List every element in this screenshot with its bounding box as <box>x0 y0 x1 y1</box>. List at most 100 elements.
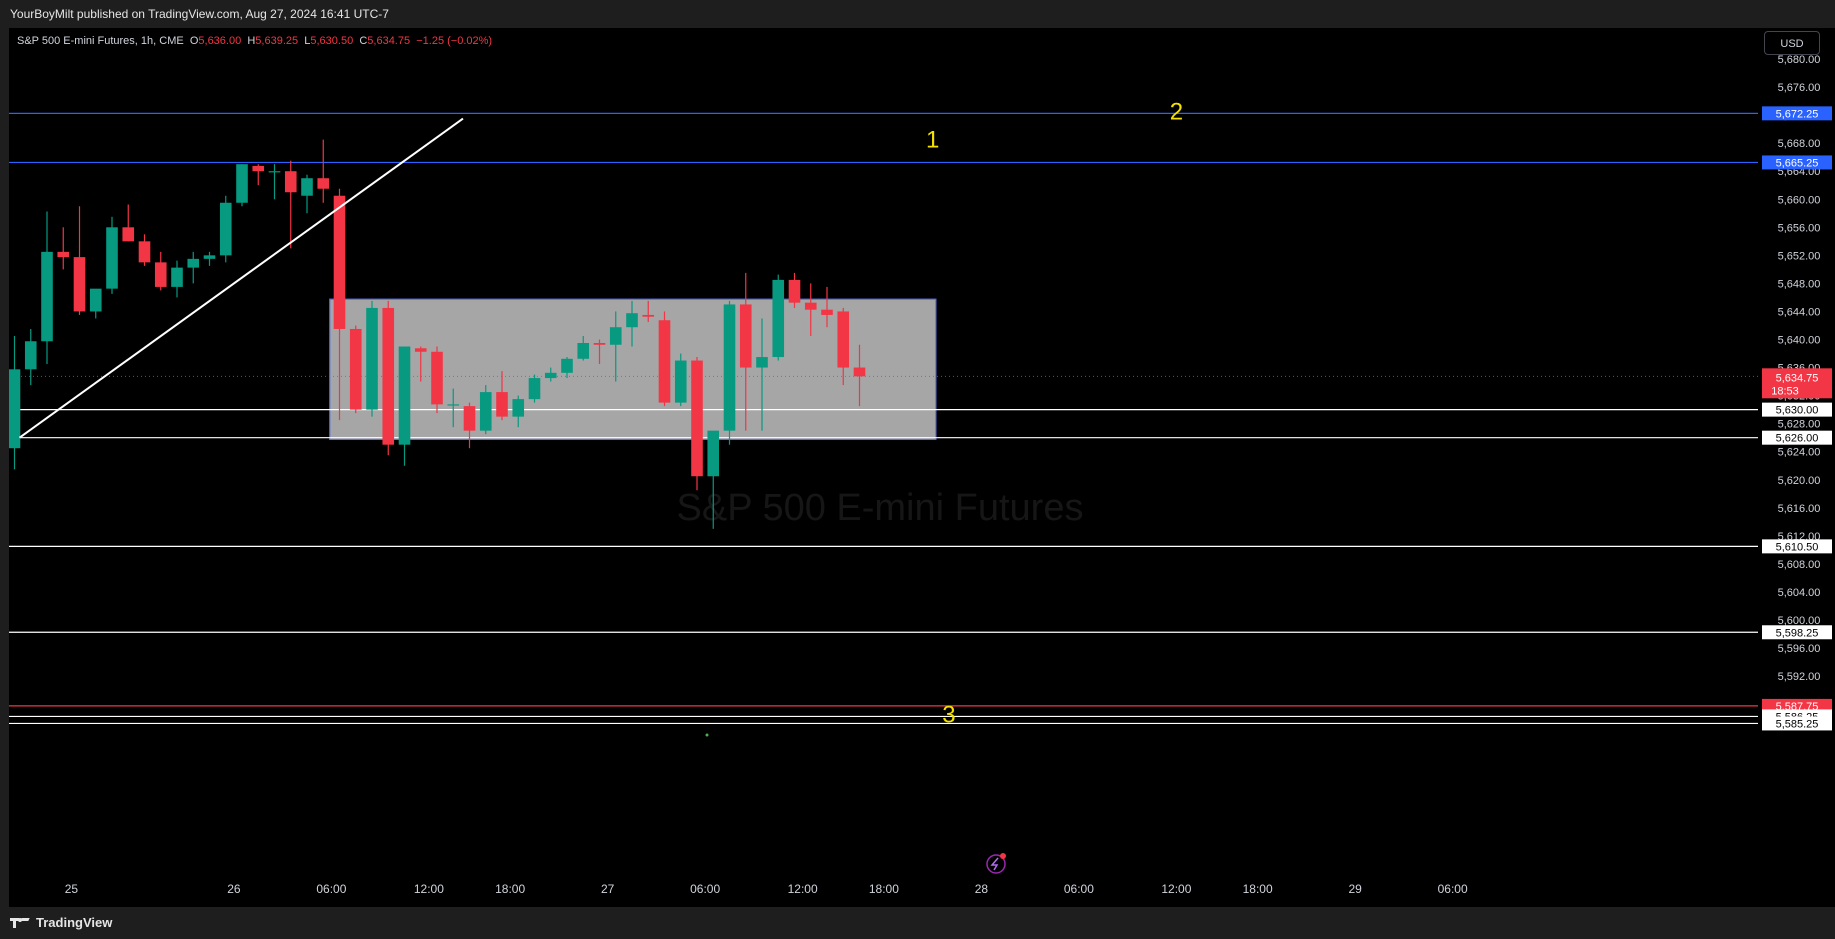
candle[interactable] <box>154 251 167 291</box>
candle[interactable] <box>106 216 118 294</box>
candle[interactable] <box>496 371 508 421</box>
events-icon[interactable] <box>986 853 1006 874</box>
candle[interactable] <box>236 164 248 207</box>
candle[interactable] <box>317 139 330 203</box>
currency-button[interactable]: USD <box>1764 31 1820 55</box>
candle[interactable] <box>739 272 752 431</box>
candle[interactable] <box>73 206 86 315</box>
price-tick-label: 5,596.00 <box>1778 643 1821 655</box>
candle[interactable] <box>89 288 102 319</box>
candle[interactable] <box>24 328 37 386</box>
price-line-label-text: 5,585.25 <box>1776 718 1819 730</box>
candle[interactable] <box>577 335 590 361</box>
legend-symbol[interactable]: S&P 500 E-mini Futures, 1h, CME <box>17 35 184 47</box>
candle[interactable] <box>284 160 297 249</box>
candle[interactable] <box>252 164 265 186</box>
candle[interactable] <box>171 260 183 298</box>
chart-area[interactable] <box>9 28 1758 907</box>
candle-body <box>512 399 525 417</box>
price-line-label[interactable]: 5,610.50 <box>1762 539 1832 554</box>
legend-high-value: 5,639.25 <box>255 35 299 47</box>
candle[interactable] <box>561 357 573 379</box>
tradingview-logo[interactable]: TradingView <box>10 915 112 930</box>
candle[interactable] <box>9 335 21 470</box>
candle[interactable] <box>756 318 768 431</box>
candle[interactable] <box>528 374 541 403</box>
candle[interactable] <box>593 339 606 365</box>
candle-body <box>756 357 768 368</box>
candle[interactable] <box>41 211 53 365</box>
price-line-label[interactable]: 5,585.25 <box>1762 716 1832 731</box>
time-tick-label: 28 <box>975 882 989 896</box>
price-line-label[interactable]: 5,598.25 <box>1762 625 1832 640</box>
candle[interactable] <box>821 286 833 328</box>
candle-body <box>691 360 703 477</box>
candle[interactable] <box>707 430 720 529</box>
candle-body <box>707 430 720 477</box>
candle-body <box>219 202 232 256</box>
candle[interactable] <box>349 325 362 414</box>
candle[interactable] <box>853 344 866 407</box>
price-line-label[interactable]: 5,626.00 <box>1762 430 1832 445</box>
candle[interactable] <box>658 311 671 407</box>
price-tick-label: 5,644.00 <box>1778 306 1821 318</box>
candle[interactable] <box>674 353 687 407</box>
candle[interactable] <box>268 164 281 200</box>
price-tick-label: 5,652.00 <box>1778 250 1821 262</box>
price-tick-label: 5,620.00 <box>1778 475 1821 487</box>
price-line-label[interactable]: 5,672.25 <box>1762 106 1832 121</box>
candle[interactable] <box>219 195 232 263</box>
candle[interactable] <box>398 346 411 466</box>
candle[interactable] <box>788 272 801 308</box>
candle-body <box>788 279 801 303</box>
candle[interactable] <box>642 300 655 322</box>
candle[interactable] <box>57 227 70 270</box>
candle[interactable] <box>626 300 638 347</box>
candle[interactable] <box>723 300 736 445</box>
candle[interactable] <box>804 283 817 336</box>
candle[interactable] <box>691 357 703 491</box>
footer-bar: TradingView <box>0 907 1835 939</box>
time-tick-label: 18:00 <box>1243 882 1273 896</box>
candle[interactable] <box>382 300 395 456</box>
candle[interactable] <box>366 300 378 417</box>
candle-body <box>447 404 460 406</box>
candle[interactable] <box>187 251 200 284</box>
candle[interactable] <box>544 367 557 382</box>
candle[interactable] <box>609 311 622 382</box>
candle[interactable] <box>333 188 346 421</box>
candle[interactable] <box>414 346 427 382</box>
candle[interactable] <box>512 395 525 428</box>
candle[interactable] <box>479 385 492 435</box>
price-line-label[interactable]: 5,665.25 <box>1762 155 1832 170</box>
candle-body <box>268 171 281 173</box>
time-axis[interactable]: 25 26 06:00 12:00 18:00 27 06:00 12:00 18:00 28 06… <box>65 882 1468 896</box>
candle-body <box>739 304 752 368</box>
price-axis[interactable]: 5,680.005,676.005,672.005,668.005,664.00… <box>1762 54 1832 731</box>
candle[interactable] <box>447 388 460 428</box>
price-line-label[interactable]: 5,630.00 <box>1762 402 1832 417</box>
candle[interactable] <box>772 274 785 361</box>
candle[interactable] <box>837 307 850 386</box>
candle[interactable] <box>463 402 476 449</box>
trendline[interactable] <box>18 117 464 439</box>
candle[interactable] <box>122 204 135 242</box>
symbol-legend: S&P 500 E-mini Futures, 1h, CME O5,636.0… <box>17 35 492 47</box>
price-scale[interactable] <box>1758 28 1835 907</box>
candle[interactable] <box>138 234 151 266</box>
price-line-label-text: 5,598.25 <box>1776 627 1819 639</box>
candle-body <box>593 343 606 345</box>
candle-body <box>284 171 297 193</box>
candle-body <box>366 307 378 410</box>
price-tick-label: 5,660.00 <box>1778 194 1821 206</box>
candle[interactable] <box>301 174 313 214</box>
candle-body <box>674 360 687 403</box>
time-tick-label: 06:00 <box>690 882 720 896</box>
candle[interactable] <box>203 251 216 266</box>
candle-body <box>642 314 655 317</box>
candle[interactable] <box>431 346 443 414</box>
candle-body <box>544 372 557 379</box>
